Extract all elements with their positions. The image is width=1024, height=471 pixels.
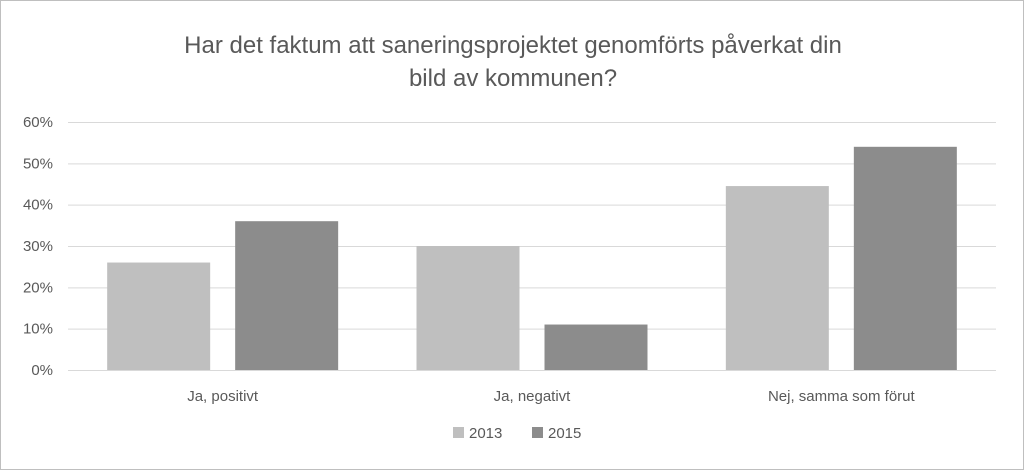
legend-swatch-2013 — [453, 427, 464, 438]
bar-2015-1 — [544, 324, 648, 370]
y-tick-label: 30% — [23, 238, 53, 255]
legend-swatch-2015 — [532, 427, 543, 438]
x-category-label: Nej, samma som förut — [768, 388, 916, 405]
y-tick-label: 40% — [23, 197, 53, 214]
x-axis-category-labels: Ja, positivt Ja, negativt Nej, samma som f… — [187, 388, 915, 405]
gridlines — [68, 122, 996, 371]
bar-2015-0 — [235, 221, 339, 370]
bar-2013-2 — [725, 186, 829, 370]
x-category-label: Ja, positivt — [187, 388, 259, 405]
chart-title-line-2: bild av kommunen? — [409, 65, 617, 92]
chart-title-line-1: Har det faktum att saneringsprojektet ge… — [184, 32, 842, 59]
y-tick-label: 10% — [23, 321, 53, 338]
bar-2013-1 — [416, 246, 520, 370]
bar-2013-0 — [107, 262, 211, 370]
y-axis-tick-labels: 0% 10% 20% 30% 40% 50% 60% — [23, 114, 53, 379]
bar-2015-2 — [853, 146, 957, 370]
x-category-label: Ja, negativt — [494, 388, 572, 405]
legend-label-2015: 2015 — [548, 425, 581, 442]
chart-title: Har det faktum att saneringsprojektet ge… — [184, 32, 842, 92]
legend-label-2013: 2013 — [469, 425, 502, 442]
bars — [107, 146, 957, 370]
y-tick-label: 0% — [31, 362, 53, 379]
y-tick-label: 20% — [23, 279, 53, 296]
y-tick-label: 60% — [23, 114, 53, 131]
legend: 2013 2015 — [453, 425, 581, 442]
y-tick-label: 50% — [23, 155, 53, 172]
